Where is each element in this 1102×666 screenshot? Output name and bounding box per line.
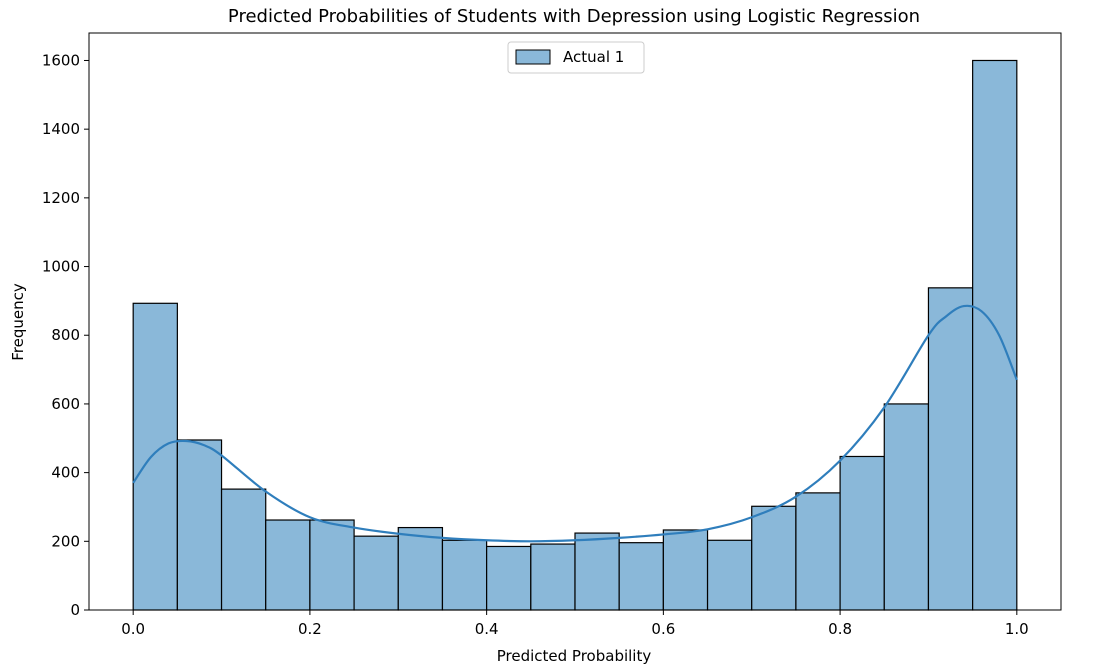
y-tick-label: 200	[51, 532, 80, 550]
histogram-bar	[839, 455, 885, 611]
histogram-bar	[220, 488, 267, 611]
legend-label: Actual 1	[563, 48, 624, 66]
y-tick-label: 1000	[42, 258, 80, 276]
histogram-bar	[265, 519, 311, 611]
histogram-bar	[309, 519, 355, 611]
y-tick-label: 800	[51, 326, 80, 344]
y-tick-label: 600	[51, 395, 80, 413]
histogram-bar	[706, 539, 753, 611]
kde-layer	[132, 304, 1018, 543]
histogram-bar	[574, 532, 620, 611]
y-tick-label: 0	[70, 601, 80, 619]
x-tick-label: 0.2	[298, 620, 322, 638]
y-axis-label: Frequency	[9, 283, 27, 361]
y-tick-label: 400	[51, 464, 80, 482]
y-tick-label: 1400	[42, 120, 80, 138]
legend-swatch	[515, 49, 551, 65]
histogram-bar	[662, 529, 709, 611]
histogram-bar	[795, 492, 841, 611]
bars-layer	[132, 59, 1018, 611]
histogram-bar	[972, 59, 1018, 611]
histogram-bar	[441, 539, 488, 611]
y-tick-label: 1200	[42, 189, 80, 207]
y-axis: 0 200 400 600 800 1000 1200 1400 1600	[42, 51, 89, 619]
legend: Actual 1	[507, 41, 645, 74]
x-tick-label: 0.6	[651, 620, 675, 638]
x-tick-label: 0.0	[121, 620, 145, 638]
histogram-bar	[530, 543, 576, 611]
histogram-bar	[353, 535, 399, 611]
histogram-bar	[486, 545, 532, 611]
histogram-bar	[883, 403, 930, 611]
histogram-bar	[176, 439, 223, 611]
histogram-bar	[927, 287, 974, 611]
histogram-bar	[397, 526, 444, 611]
plot-frame	[88, 32, 1062, 611]
histogram-bar	[618, 542, 664, 611]
histogram-bar	[751, 505, 797, 611]
x-tick-label: 1.0	[1005, 620, 1029, 638]
histogram-bar	[132, 302, 178, 611]
kde-curve	[132, 304, 1018, 543]
chart-title: Predicted Probabilities of Students with…	[228, 6, 920, 27]
x-axis: 0.0 0.2 0.4 0.6 0.8 1.0	[121, 610, 1029, 638]
y-tick-label: 1600	[42, 51, 80, 69]
x-axis-label: Predicted Probability	[497, 647, 652, 665]
x-tick-label: 0.4	[475, 620, 499, 638]
x-tick-label: 0.8	[828, 620, 852, 638]
